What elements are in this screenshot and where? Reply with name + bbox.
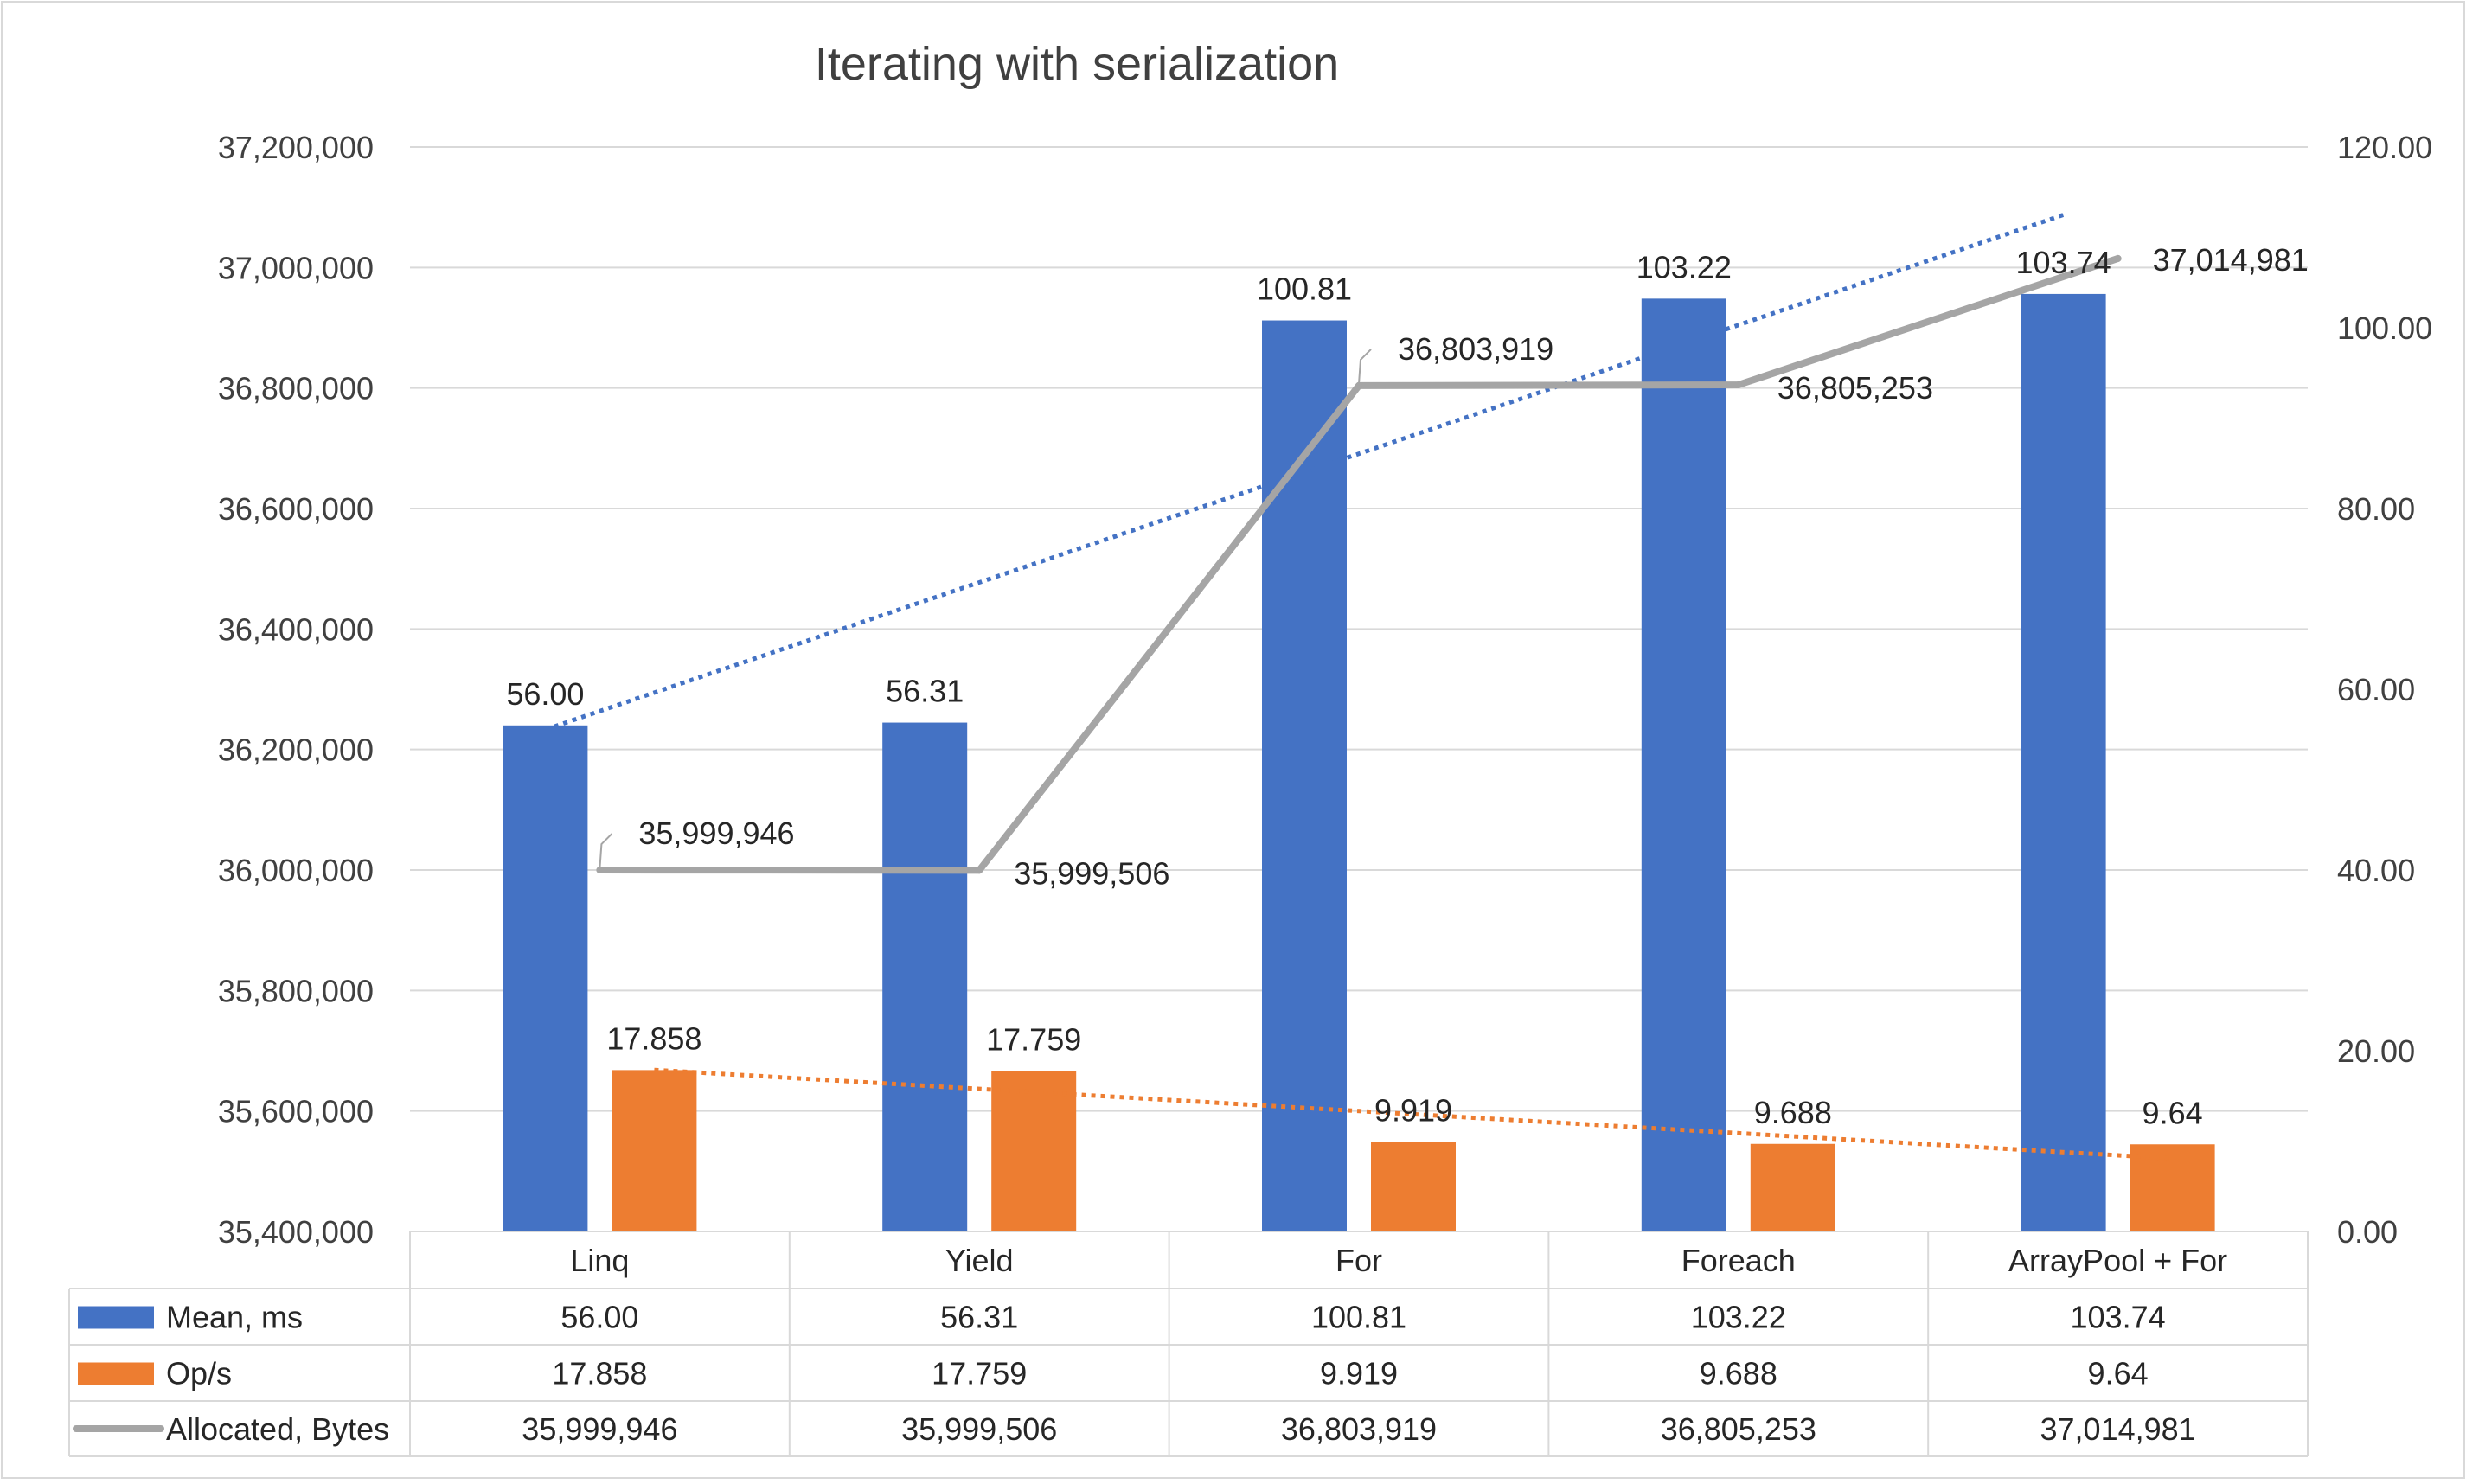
left-axis: 35,400,000 35,600,000 35,800,000 36,000,000…	[218, 130, 374, 1250]
right-tick-label: 40.00	[2337, 853, 2415, 888]
table-cell: 35,999,946	[522, 1411, 677, 1447]
allocated-point	[976, 867, 983, 874]
mean-data-label: 56.00	[506, 676, 584, 712]
table-cell: 9.688	[1700, 1356, 1777, 1391]
table-cell: 56.00	[560, 1300, 638, 1335]
allocated-point	[1734, 381, 1742, 389]
mean-data-label: 56.31	[886, 674, 964, 709]
right-axis: 0.00 20.00 40.00 60.00 80.00 100.00 120.00	[2337, 130, 2432, 1250]
allocated-point	[1355, 381, 1362, 389]
mean-bar	[2021, 293, 2106, 1231]
allocated-point	[2114, 254, 2122, 262]
ops-bar	[612, 1070, 697, 1231]
series-name: Allocated, Bytes	[166, 1411, 389, 1447]
category-label: Linq	[570, 1243, 629, 1278]
series-name: Op/s	[166, 1356, 232, 1391]
legend-key	[78, 1362, 154, 1385]
ops-data-label: 17.858	[606, 1020, 701, 1056]
legend-key	[78, 1306, 154, 1329]
data-table: Linq Yield For Foreach ArrayPool + For Mean, …	[68, 1231, 2309, 1457]
mean-data-label: 100.81	[1257, 272, 1352, 307]
series-name: Mean, ms	[166, 1300, 303, 1335]
allocated-data-label: 36,805,253	[1777, 370, 1933, 406]
ops-bar	[991, 1071, 1077, 1231]
left-tick-label: 36,400,000	[218, 611, 374, 647]
trendlines	[544, 213, 2173, 1161]
table-cell: 9.919	[1320, 1356, 1398, 1391]
ops-bar	[1371, 1142, 1456, 1231]
right-tick-label: 100.00	[2337, 310, 2432, 346]
allocated-data-label: 35,999,506	[1014, 855, 1169, 891]
right-tick-label: 20.00	[2337, 1033, 2415, 1069]
mean-data-label: 103.22	[1637, 249, 1732, 285]
table-cell: 103.74	[2071, 1300, 2166, 1335]
left-tick-label: 35,600,000	[218, 1094, 374, 1129]
table-cell: 100.81	[1311, 1300, 1406, 1335]
left-tick-label: 36,800,000	[218, 371, 374, 406]
table-cell: 17.858	[552, 1356, 647, 1391]
ops-trendline	[654, 1067, 2173, 1161]
mean-bar	[503, 725, 588, 1231]
ops-bar	[1750, 1143, 1835, 1231]
allocated-data-label: 36,803,919	[1398, 331, 1553, 367]
category-label: For	[1335, 1243, 1382, 1278]
left-tick-label: 36,600,000	[218, 491, 374, 527]
right-tick-label: 60.00	[2337, 672, 2415, 707]
allocated-data-label: 37,014,981	[2153, 242, 2309, 278]
left-tick-label: 37,200,000	[218, 130, 374, 165]
right-tick-label: 0.00	[2337, 1214, 2398, 1250]
table-cell: 36,805,253	[1661, 1411, 1816, 1447]
mean-bar	[882, 722, 968, 1231]
left-tick-label: 37,000,000	[218, 250, 374, 285]
mean-trendline	[544, 213, 2065, 732]
left-tick-label: 36,200,000	[218, 732, 374, 768]
ops-data-label: 9.688	[1754, 1095, 1832, 1130]
category-label: Yield	[945, 1243, 1014, 1278]
mean-data-label: 103.74	[2016, 245, 2111, 280]
ops-data-label: 9.64	[2143, 1095, 2203, 1130]
data-labels: 56.00 56.31 100.81 103.22 103.74 17.858 17.759…	[506, 242, 2308, 1130]
category-label: Foreach	[1681, 1243, 1796, 1278]
allocated-point	[596, 867, 604, 874]
table-cell: 37,014,981	[2040, 1411, 2196, 1447]
mean-bar	[1641, 298, 1726, 1231]
left-tick-label: 35,400,000	[218, 1214, 374, 1250]
left-tick-label: 36,000,000	[218, 853, 374, 888]
allocated-data-label: 35,999,946	[638, 816, 794, 851]
allocated-line-series	[596, 254, 2122, 874]
leader-line	[1358, 349, 1372, 385]
table-cell: 35,999,506	[901, 1411, 1057, 1447]
leader-line	[599, 833, 613, 869]
table-cell: 103.22	[1691, 1300, 1786, 1335]
chart-title: Iterating with serialization	[815, 38, 1339, 90]
table-cell: 56.31	[940, 1300, 1018, 1335]
right-tick-label: 80.00	[2337, 491, 2415, 527]
table-cell: 17.759	[932, 1356, 1027, 1391]
table-cell: 36,803,919	[1281, 1411, 1437, 1447]
table-cell: 9.64	[2088, 1356, 2149, 1391]
left-tick-label: 35,800,000	[218, 973, 374, 1008]
ops-data-label: 9.919	[1374, 1092, 1452, 1128]
ops-bar	[2130, 1144, 2215, 1231]
right-tick-label: 120.00	[2337, 130, 2432, 165]
category-label: ArrayPool + For	[2008, 1243, 2227, 1278]
ops-data-label: 17.759	[986, 1021, 1081, 1057]
